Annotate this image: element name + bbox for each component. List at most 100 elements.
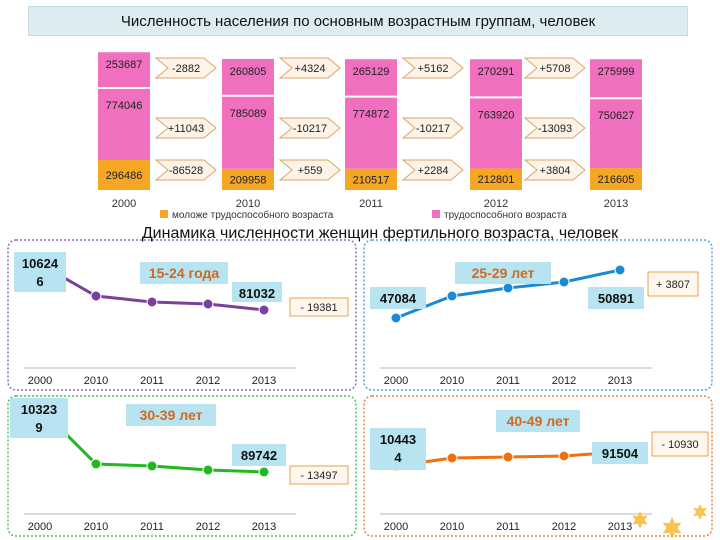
- end-label: 81032: [239, 286, 275, 301]
- bar-young-2000: [98, 160, 150, 190]
- x-tick-2011: 2011: [496, 375, 520, 387]
- label-young-2012: 212801: [478, 174, 515, 186]
- data-point-2012: [202, 464, 214, 476]
- x-tick-2010: 2010: [440, 521, 464, 533]
- change-label: - 10930: [661, 439, 698, 451]
- change-arrow-top-2: [401, 57, 464, 79]
- start-label: 47084: [380, 291, 417, 306]
- x-tick-2010: 2010: [236, 198, 260, 210]
- legend-label-young: моложе трудоспособного возраста: [172, 209, 334, 221]
- change-arrow-top-1: [278, 57, 341, 79]
- panel-border: [363, 395, 713, 537]
- data-point-2000: [390, 312, 402, 324]
- label-working-2010: 785089: [230, 108, 267, 120]
- label-working-2000: 774046: [106, 100, 143, 112]
- data-point-2011: [146, 460, 158, 472]
- change-label-middle-0: +11043: [168, 123, 204, 135]
- x-tick-2000: 2000: [28, 375, 52, 387]
- x-tick-2012: 2012: [552, 375, 576, 387]
- data-point-2011: [146, 296, 158, 308]
- start-label-line1: 10443: [380, 432, 416, 447]
- x-tick-2013: 2013: [608, 375, 632, 387]
- label-working-2012: 763920: [478, 109, 515, 121]
- panel-title-box: [496, 410, 580, 432]
- panel-title: 30-39 лет: [140, 407, 203, 423]
- change-label-top-2: +5162: [418, 63, 449, 75]
- x-tick-2011: 2011: [140, 375, 164, 387]
- end-label: 91504: [602, 446, 639, 461]
- start-label-box: [370, 287, 426, 309]
- bar-working-2000: [98, 89, 150, 160]
- data-point-2013: [614, 264, 626, 276]
- change-label-box: [289, 297, 349, 317]
- main-title: Численность населения по основным возрас…: [28, 6, 688, 36]
- change-arrow-top-3: [523, 57, 586, 79]
- data-point-2010: [90, 458, 102, 470]
- x-tick-2000: 2000: [28, 521, 52, 533]
- change-label-middle-1: -10217: [293, 123, 327, 135]
- change-arrow-middle-1: [278, 117, 341, 139]
- x-tick-2013: 2013: [608, 521, 632, 533]
- x-tick-2010: 2010: [84, 375, 108, 387]
- change-label-top-1: +4324: [295, 63, 326, 75]
- x-tick-2012: 2012: [196, 375, 220, 387]
- panel-border: [7, 395, 357, 537]
- panel-title: 40-49 лет: [507, 413, 570, 429]
- change-label: - 19381: [300, 302, 337, 314]
- data-point-2013: [258, 304, 270, 316]
- start-label-line2: 9: [35, 420, 42, 435]
- change-label: - 13497: [300, 470, 337, 482]
- line-panel-1: 2000 2010 2011 2012 2013 15-24 года 10624 6 8103…: [7, 239, 357, 391]
- label-young-2010: 209958: [230, 174, 267, 186]
- change-label-bottom-3: +3804: [540, 165, 571, 177]
- data-point-2010: [90, 290, 102, 302]
- data-point-2013: [258, 466, 270, 478]
- start-label-line2: 6: [36, 274, 43, 289]
- start-label-line1: 10624: [22, 256, 59, 271]
- stacked-bar-chart: 296486 774046 253687 2000 209958 785089 260805…: [98, 52, 642, 221]
- data-point-2012: [202, 298, 214, 310]
- end-label: 89742: [241, 448, 277, 463]
- legend-label-working: трудоспособного возраста: [444, 209, 567, 221]
- label-young-2000: 296486: [106, 170, 143, 182]
- bar-working-2010: [222, 96, 274, 169]
- label-old-2010: 260805: [230, 66, 267, 78]
- change-arrow-bottom-2: [401, 159, 464, 181]
- bar-young-2010: [222, 168, 274, 190]
- panel-title: 25-29 лет: [472, 265, 535, 281]
- start-label-box: [10, 398, 68, 438]
- bar-old-2013: [590, 59, 642, 98]
- bar-old-2010: [222, 58, 274, 95]
- start-label-line2: 4: [394, 450, 402, 465]
- x-tick-2011: 2011: [496, 521, 520, 533]
- change-label: + 3807: [656, 279, 690, 291]
- end-label-box: [232, 282, 282, 302]
- change-label-middle-2: -10217: [416, 123, 450, 135]
- x-tick-2011: 2011: [359, 198, 383, 210]
- change-label-box: [647, 271, 699, 297]
- line-panel-4: 2000 2010 2011 2012 2013 40-49 лет 10443 4 91504…: [363, 395, 713, 537]
- data-point-2011: [502, 282, 514, 294]
- label-working-2013: 750627: [598, 110, 635, 122]
- change-label-top-3: +5708: [540, 63, 571, 75]
- change-label-box: [651, 431, 709, 457]
- data-point-2010: [446, 290, 458, 302]
- x-tick-2013: 2013: [252, 521, 276, 533]
- change-label-middle-3: -13093: [538, 123, 572, 135]
- label-working-2011: 774872: [353, 109, 390, 121]
- change-label-bottom-0: -86528: [169, 165, 203, 177]
- x-tick-2012: 2012: [552, 521, 576, 533]
- subtitle: Динамика численности женщин фертильного …: [141, 225, 619, 242]
- change-label-top-0: -2882: [172, 63, 200, 75]
- bar-young-2011: [345, 168, 397, 190]
- change-arrow-middle-2: [401, 117, 464, 139]
- panel-border: [363, 239, 713, 391]
- x-tick-2012: 2012: [484, 198, 508, 210]
- x-tick-2013: 2013: [604, 198, 628, 210]
- x-tick-2010: 2010: [84, 521, 108, 533]
- label-young-2013: 216605: [598, 174, 635, 186]
- x-tick-2010: 2010: [440, 375, 464, 387]
- bar-working-2012: [470, 98, 522, 169]
- x-tick-2013: 2013: [252, 375, 276, 387]
